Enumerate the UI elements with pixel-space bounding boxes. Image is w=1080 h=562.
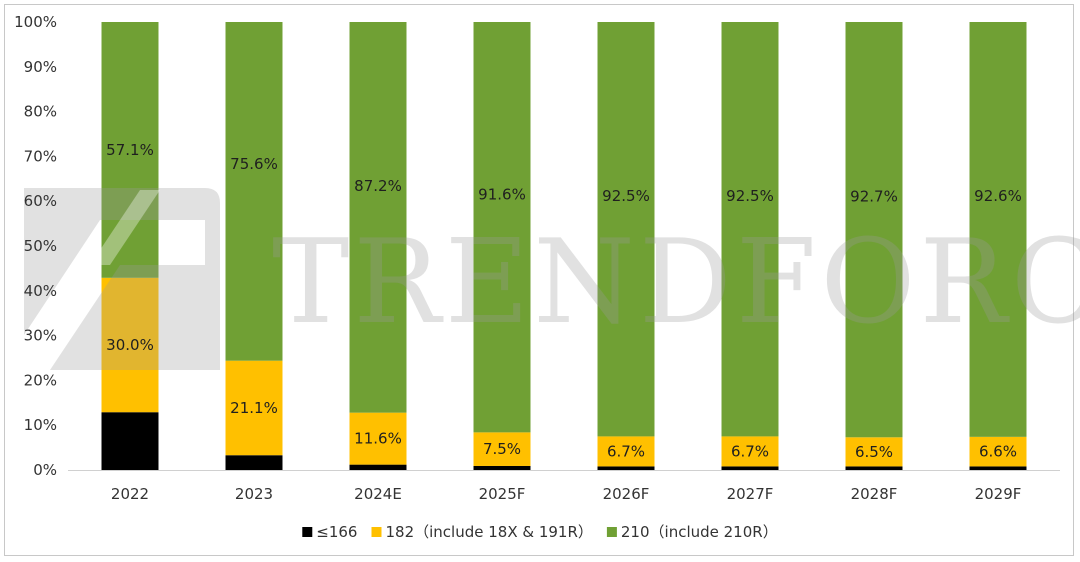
x-axis: 2022 2023 2024E 2025F 2026F 2027F 2028F 2029F	[68, 470, 1060, 503]
data-label: 6.7%	[731, 442, 769, 460]
legend: ≤166 182（include 18X & 191R） 210（include 2…	[302, 523, 778, 541]
y-tick-label: 40%	[24, 282, 57, 300]
bar-segment	[101, 22, 159, 278]
y-tick-label: 50%	[24, 237, 57, 255]
bar-segment	[349, 412, 407, 465]
bar-segment	[597, 436, 655, 467]
y-tick-label: 90%	[24, 58, 57, 76]
y-tick-label: 20%	[24, 371, 57, 389]
labels-layer: 30.0% 57.1% 21.1% 75.6% 11.6% 87.2% 7.5% 91.6% 6…	[106, 141, 1022, 461]
bars-layer	[101, 22, 1027, 470]
chart-frame	[4, 4, 1074, 556]
bar-segment	[349, 464, 407, 470]
bar-segment	[845, 437, 903, 467]
y-tick-label: 60%	[24, 192, 57, 210]
legend-label: 182（include 18X & 191R）	[385, 523, 592, 541]
bar-segment	[969, 22, 1027, 437]
bar-segment	[969, 466, 1027, 470]
bar-segment	[845, 466, 903, 470]
watermark-text: TRENDFORCE	[272, 215, 1080, 350]
y-tick-label: 30%	[24, 327, 57, 345]
y-tick-label: 10%	[24, 416, 57, 434]
watermark-logo-mark	[24, 188, 220, 370]
legend-label: 210（include 210R）	[621, 523, 778, 541]
bar-segment	[597, 466, 655, 470]
x-tick-label: 2023	[235, 485, 273, 503]
bar-segment	[597, 22, 655, 437]
bar-segment	[845, 22, 903, 438]
bar-segment	[473, 432, 531, 466]
data-label: 92.5%	[602, 187, 650, 205]
legend-swatch	[371, 527, 382, 537]
data-label: 11.6%	[354, 430, 402, 448]
bar-segment	[721, 22, 779, 437]
y-tick-label: 100%	[14, 13, 57, 31]
y-axis: 0% 10% 20% 30% 40% 50% 60% 70% 80% 90% 100%	[14, 13, 57, 479]
watermark-logo-cut	[90, 190, 160, 265]
x-tick-label: 2024E	[354, 485, 402, 503]
bar-segment	[721, 436, 779, 467]
bar-segment	[349, 22, 407, 413]
x-tick-label: 2027F	[727, 485, 774, 503]
trendforce-watermark: TRENDFORCE	[24, 188, 1080, 370]
bar-segment	[225, 22, 283, 361]
data-label: 21.1%	[230, 399, 278, 417]
bar-segment	[225, 360, 283, 456]
data-label: 75.6%	[230, 155, 278, 173]
x-tick-label: 2026F	[603, 485, 650, 503]
data-label: 57.1%	[106, 141, 154, 159]
bar-segment	[473, 465, 531, 470]
data-label: 30.0%	[106, 336, 154, 354]
bar-segment	[101, 277, 159, 413]
data-label: 92.7%	[850, 187, 898, 205]
x-tick-label: 2025F	[479, 485, 526, 503]
bar-segment	[101, 412, 159, 470]
data-label: 6.7%	[607, 442, 645, 460]
legend-label: ≤166	[316, 523, 357, 541]
data-label: 92.6%	[974, 187, 1022, 205]
data-label: 6.5%	[855, 443, 893, 461]
x-tick-label: 2029F	[975, 485, 1022, 503]
bar-segment	[225, 455, 283, 470]
y-tick-label: 80%	[24, 103, 57, 121]
y-tick-label: 70%	[24, 147, 57, 165]
x-tick-label: 2022	[111, 485, 149, 503]
legend-swatch	[302, 527, 313, 537]
data-label: 7.5%	[483, 440, 521, 458]
data-label: 92.5%	[726, 187, 774, 205]
data-label: 87.2%	[354, 177, 402, 195]
x-tick-label: 2028F	[851, 485, 898, 503]
bar-segment	[721, 466, 779, 470]
bar-segment	[969, 436, 1027, 467]
data-label: 91.6%	[478, 185, 526, 203]
bar-segment	[473, 22, 531, 433]
legend-swatch	[606, 527, 617, 537]
data-label: 6.6%	[979, 443, 1017, 461]
y-tick-label: 0%	[33, 461, 57, 479]
